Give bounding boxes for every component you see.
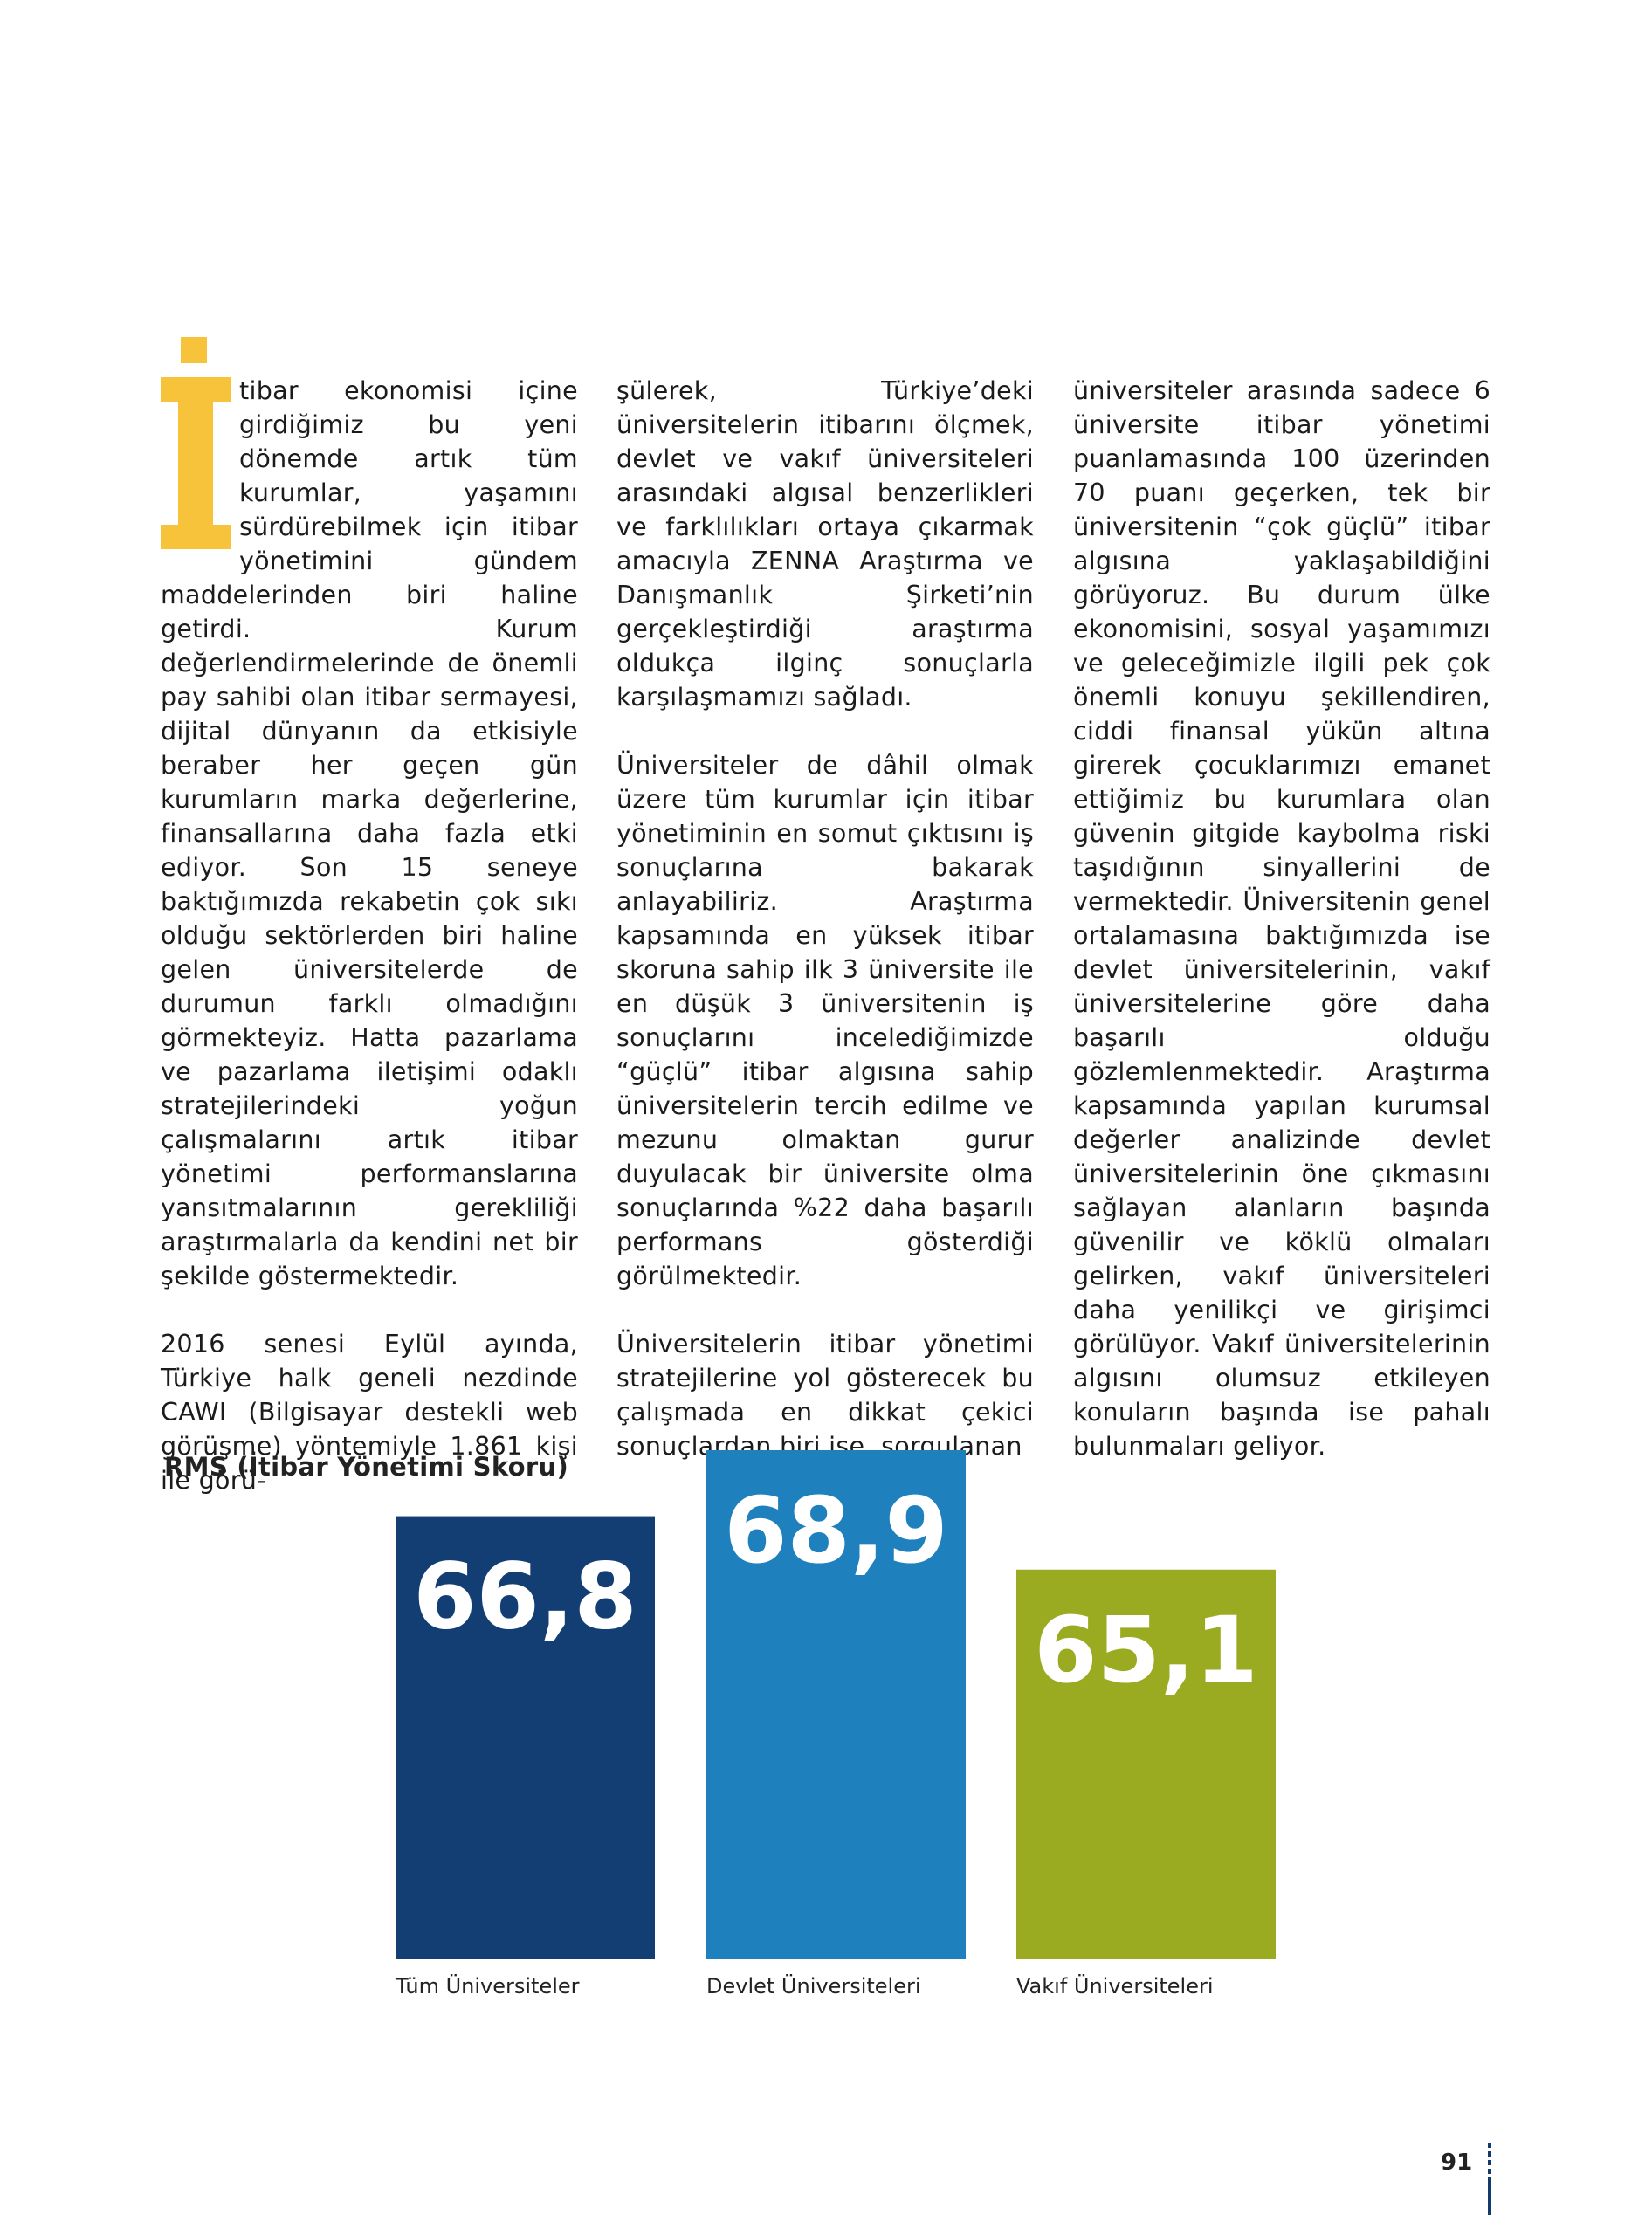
bar-3 — [1016, 1569, 1276, 1959]
bar-1 — [396, 1516, 655, 1959]
bar-value-label: 68,9 — [724, 1477, 948, 1584]
paragraph: 2016 senesi Eylül ayında, Türkiye halk g… — [161, 1330, 578, 1495]
page-number-rule — [1488, 2143, 1491, 2215]
article-column-1: tibar ekonomisi içine girdiğimiz bu yeni… — [161, 337, 578, 1497]
article-column-3: üniversiteler arasında sadece 6 üniversi… — [1073, 374, 1490, 1463]
chart-title: RMS (İtibar Yönetimi Skoru) — [164, 1452, 568, 1482]
bar-value-label: 66,8 — [413, 1544, 637, 1650]
paragraph: üniversiteler arasında sadece 6 üniversi… — [1073, 376, 1490, 1461]
dropcap-letter — [161, 337, 231, 549]
category-label: Tüm Üniversiteler — [395, 1973, 580, 1998]
paragraph: tibar ekonomisi içine girdiğimiz bu yeni… — [161, 337, 578, 1293]
paragraph: şülerek, Türkiye’deki üniversitelerin it… — [616, 376, 1034, 712]
category-label: Vakıf Üniversiteleri — [1016, 1973, 1214, 1998]
article-column-2: şülerek, Türkiye’deki üniversitelerin it… — [616, 374, 1034, 1463]
paragraph: Üniversiteler de dâhil olmak üzere tüm k… — [616, 751, 1034, 1290]
paragraph: Üniversitelerin itibar yönetimi strateji… — [616, 1330, 1034, 1461]
bar-value-label: 65,1 — [1034, 1597, 1258, 1703]
page-number: 91 — [1441, 2150, 1473, 2176]
bar-2 — [706, 1450, 966, 1959]
category-label: Devlet Üniversiteleri — [706, 1973, 921, 1998]
